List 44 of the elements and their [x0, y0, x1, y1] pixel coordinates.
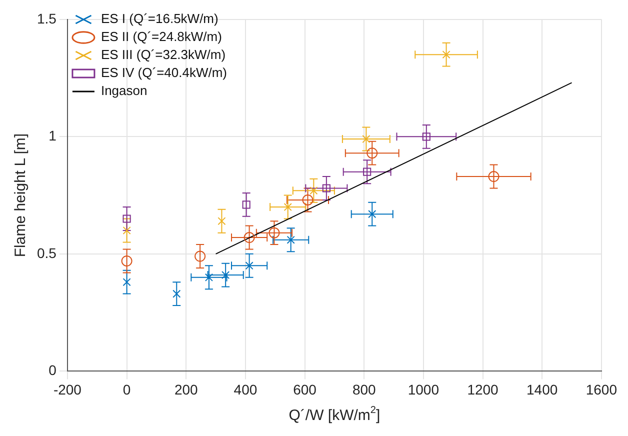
x-tick-label: -200 [53, 381, 82, 398]
point [310, 186, 318, 195]
point [363, 168, 372, 176]
point [218, 217, 226, 226]
point [122, 226, 131, 235]
point [366, 148, 378, 159]
point [488, 171, 500, 182]
legend-label: ES III (Q´=32.3kW/m) [100, 47, 226, 62]
x-tick-label: 800 [352, 381, 376, 398]
y-tick-label: 0.5 [36, 244, 57, 261]
point [242, 200, 250, 209]
point [268, 227, 280, 238]
point [122, 214, 131, 223]
point [368, 210, 376, 218]
x-tick-label: 600 [293, 381, 317, 398]
point [121, 255, 132, 266]
y-tick-label: 0 [48, 362, 57, 378]
point [284, 202, 292, 212]
x-tick-label: 0 [122, 381, 131, 398]
point [222, 271, 230, 280]
point [286, 236, 295, 244]
legend-label: ES IV (Q´=40.4kW/m) [100, 65, 228, 80]
point [322, 184, 330, 192]
point [122, 278, 131, 286]
point [194, 250, 206, 262]
point [422, 132, 430, 141]
x-tick-label: 1600 [586, 381, 618, 398]
legend-label: Ingason [100, 83, 148, 98]
x-tick-label: 200 [174, 381, 198, 398]
point [302, 194, 314, 206]
point [442, 50, 450, 59]
y-tick-label: 1 [48, 128, 57, 144]
y-tick-label: 1.5 [36, 10, 57, 26]
legend-label: ES I (Q´=16.5kW/m) [100, 11, 218, 26]
y-axis-title: Flame height L [m] [12, 133, 30, 258]
legend-label: ES II (Q´=24.8kW/m) [100, 29, 222, 44]
point [244, 232, 255, 244]
x-tick-label: 1000 [408, 381, 440, 398]
point [362, 134, 370, 144]
x-tick-label: 400 [234, 381, 258, 398]
point [245, 262, 254, 270]
x-tick-label: 1200 [467, 381, 499, 398]
x-tick-label: 1400 [526, 381, 558, 398]
point [172, 290, 181, 298]
